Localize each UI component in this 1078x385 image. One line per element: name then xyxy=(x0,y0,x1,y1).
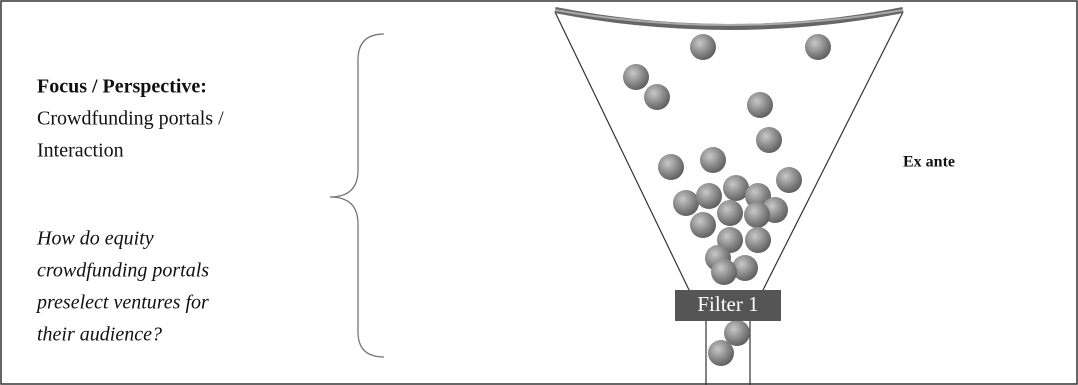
ball xyxy=(756,127,782,153)
question-line: their audience? xyxy=(37,324,162,346)
frame xyxy=(1,1,1077,384)
ball xyxy=(700,147,726,173)
ball xyxy=(690,34,716,60)
ball xyxy=(744,202,770,228)
diagram: Focus / Perspective: Crowdfunding portal… xyxy=(0,0,1078,385)
ball xyxy=(747,92,773,118)
page: Focus / Perspective: Crowdfunding portal… xyxy=(0,0,1078,385)
filter-label: Filter 1 xyxy=(697,292,758,316)
question-line: crowdfunding portals xyxy=(37,260,209,282)
question-line: preselect ventures for xyxy=(35,292,209,314)
focus-line: Crowdfunding portals / xyxy=(37,108,224,130)
ball xyxy=(711,259,737,285)
ball xyxy=(673,190,699,216)
ball xyxy=(644,84,670,110)
ball xyxy=(776,167,802,193)
focus-line: Interaction xyxy=(37,140,124,162)
focus-heading: Focus / Perspective: xyxy=(37,76,207,98)
ball xyxy=(745,227,771,253)
stage-label: Ex ante xyxy=(903,154,955,171)
question-line: How do equity xyxy=(36,228,154,250)
ball xyxy=(696,183,722,209)
ball xyxy=(708,340,734,366)
ball xyxy=(623,64,649,90)
ball xyxy=(805,34,831,60)
ball xyxy=(658,154,684,180)
ball xyxy=(717,200,743,226)
ball xyxy=(690,212,716,238)
